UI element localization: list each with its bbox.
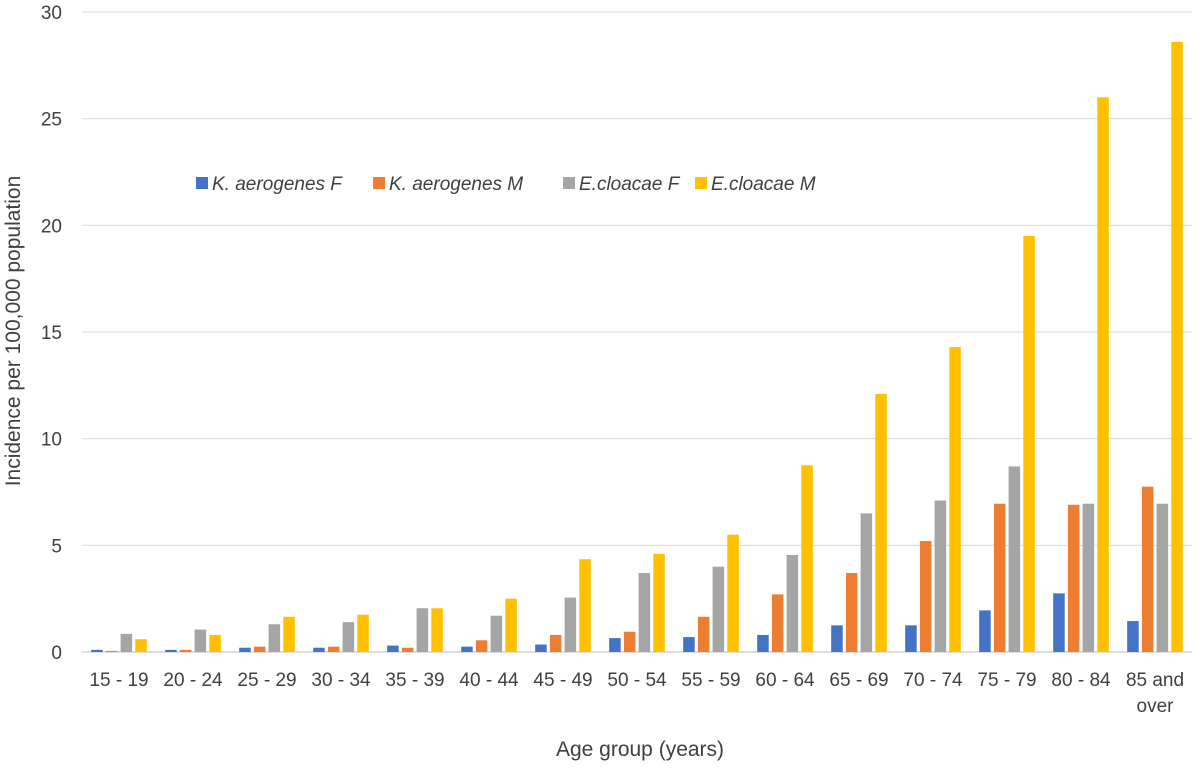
bar	[357, 614, 369, 652]
bar	[623, 631, 636, 652]
bar	[1141, 486, 1154, 652]
bar	[1156, 503, 1169, 652]
legend: K. aerogenes F K. aerogenes M E.cloacae F E…	[196, 174, 816, 195]
bar	[771, 594, 784, 652]
bar	[579, 559, 591, 652]
bar	[845, 573, 858, 652]
x-tick-label: 30 - 34	[311, 670, 371, 691]
y-axis-title: Incidence per 100,000 population	[2, 176, 25, 487]
bar	[1082, 503, 1095, 652]
x-tick-label: 35 - 39	[385, 670, 444, 691]
bar	[268, 624, 281, 652]
bar	[105, 650, 118, 652]
bar	[135, 639, 147, 652]
bar	[1171, 41, 1183, 653]
bar	[431, 608, 443, 652]
x-tick-label: 40 - 44	[459, 670, 519, 691]
bar	[179, 649, 192, 652]
bar	[949, 346, 961, 652]
bar	[165, 649, 177, 652]
bar	[1008, 466, 1021, 652]
x-tick-label: 80 - 84	[1051, 670, 1111, 691]
legend-swatch	[196, 177, 208, 189]
bar	[1023, 236, 1035, 652]
x-tick-label: 60 - 64	[755, 670, 815, 691]
bar	[831, 625, 843, 652]
bar	[757, 634, 769, 652]
bar	[801, 465, 813, 652]
bar	[786, 554, 799, 652]
y-tick-label: 5	[51, 536, 62, 557]
bar	[1067, 504, 1080, 652]
bar	[712, 566, 725, 652]
bar	[535, 644, 547, 652]
x-tick-label: 55 - 59	[681, 670, 740, 691]
bar	[1053, 593, 1065, 652]
bar	[934, 500, 947, 652]
bar	[875, 393, 887, 652]
y-tick-label: 10	[41, 430, 62, 451]
x-tick-label: 15 - 19	[89, 670, 148, 691]
bar	[91, 649, 103, 652]
bar	[313, 647, 325, 652]
x-tick-label: 65 - 69	[829, 670, 888, 691]
bar	[401, 647, 414, 652]
bar	[1097, 97, 1109, 653]
bar	[239, 647, 251, 652]
bar	[727, 534, 739, 652]
x-tick-label: 85 and over	[1126, 670, 1184, 717]
legend-label: K. aerogenes F	[212, 174, 343, 195]
bar	[387, 645, 399, 652]
bar	[475, 640, 488, 652]
legend-label: K. aerogenes M	[389, 174, 523, 195]
bar	[253, 646, 266, 652]
bar	[194, 629, 207, 652]
legend-swatch	[695, 177, 707, 189]
bar	[979, 610, 991, 652]
y-tick-label: 25	[41, 110, 62, 131]
legend-swatch	[563, 177, 575, 189]
bar	[327, 646, 340, 652]
bar	[461, 646, 473, 652]
bar	[120, 633, 133, 652]
bar	[653, 553, 665, 652]
bar	[638, 573, 651, 652]
bar	[342, 622, 355, 652]
bar	[919, 541, 932, 652]
bars	[91, 41, 1183, 653]
bar	[549, 634, 562, 652]
y-tick-label: 20	[41, 216, 62, 237]
legend-label: E.cloacae F	[579, 174, 681, 195]
x-tick-label: 75 - 79	[977, 670, 1036, 691]
bar	[283, 616, 295, 652]
bar	[564, 597, 577, 652]
bar	[993, 503, 1006, 652]
bar	[490, 615, 503, 652]
legend-swatch	[373, 177, 385, 189]
bar	[860, 513, 873, 652]
y-tick-label: 30	[41, 3, 62, 24]
bar	[505, 598, 517, 652]
x-tick-label: 45 - 49	[533, 670, 592, 691]
bar	[1127, 621, 1139, 652]
x-tick-label: 25 - 29	[237, 670, 296, 691]
x-axis-title: Age group (years)	[556, 738, 724, 761]
x-axis-ticks: 15 - 19 20 - 24 25 - 29 30 - 34 35 - 39 40 - …	[89, 670, 1184, 717]
legend-label: E.cloacae M	[711, 174, 816, 195]
x-tick-label: 20 - 24	[163, 670, 223, 691]
bar	[683, 637, 695, 652]
bar	[209, 634, 221, 652]
bar	[697, 616, 710, 652]
bar	[905, 625, 917, 652]
x-tick-label: 70 - 74	[903, 670, 963, 691]
y-tick-label: 0	[51, 643, 62, 664]
y-tick-label: 15	[41, 323, 62, 344]
x-tick-label: 50 - 54	[607, 670, 667, 691]
gridlines	[82, 11, 1192, 653]
bar	[609, 638, 621, 652]
y-axis-ticks: 0 5 10 15 20 25 30	[41, 3, 62, 664]
bar	[416, 608, 429, 652]
